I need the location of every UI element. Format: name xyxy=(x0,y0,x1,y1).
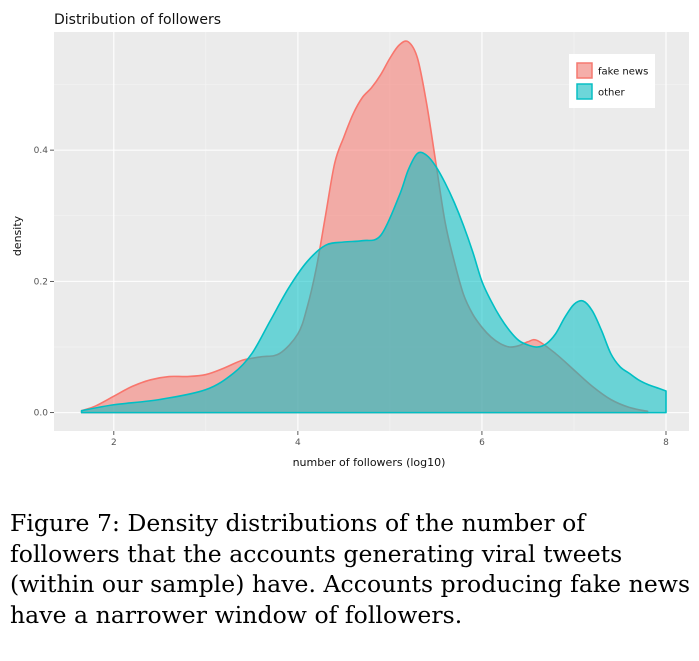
y-tick-label: 0.2 xyxy=(34,277,48,287)
figure-caption: Figure 7: Density distributions of the n… xyxy=(10,509,691,629)
x-axis-tick-labels: 2 4 6 8 xyxy=(111,438,669,448)
x-tick-label: 8 xyxy=(663,438,669,448)
legend-swatch-other xyxy=(576,83,593,100)
x-tick-label: 6 xyxy=(479,438,485,448)
chart-title: Distribution of followers xyxy=(54,12,221,28)
x-tick-label: 2 xyxy=(111,438,117,448)
y-tick-label: 0.0 xyxy=(34,409,49,419)
series-layer xyxy=(80,40,667,414)
legend-label: other xyxy=(598,88,626,99)
density-chart: Distribution of followers 2 4 6 8 0.0 0.2 0.4… xyxy=(11,12,689,469)
legend-items: fake news other xyxy=(576,62,648,100)
legend-swatch-fake-news xyxy=(576,62,593,79)
legend-label: fake news xyxy=(598,67,648,78)
density-area-other xyxy=(80,151,667,414)
x-axis-label: number of followers (log10) xyxy=(293,456,446,469)
y-axis-tick-labels: 0.0 0.2 0.4 xyxy=(34,146,49,419)
axis-ticks xyxy=(50,149,667,435)
density-area-fake-news xyxy=(80,40,649,414)
x-tick-label: 4 xyxy=(295,438,301,448)
legend: fake news other xyxy=(569,54,655,108)
y-tick-label: 0.4 xyxy=(34,146,49,156)
y-axis-label: density xyxy=(11,215,24,256)
